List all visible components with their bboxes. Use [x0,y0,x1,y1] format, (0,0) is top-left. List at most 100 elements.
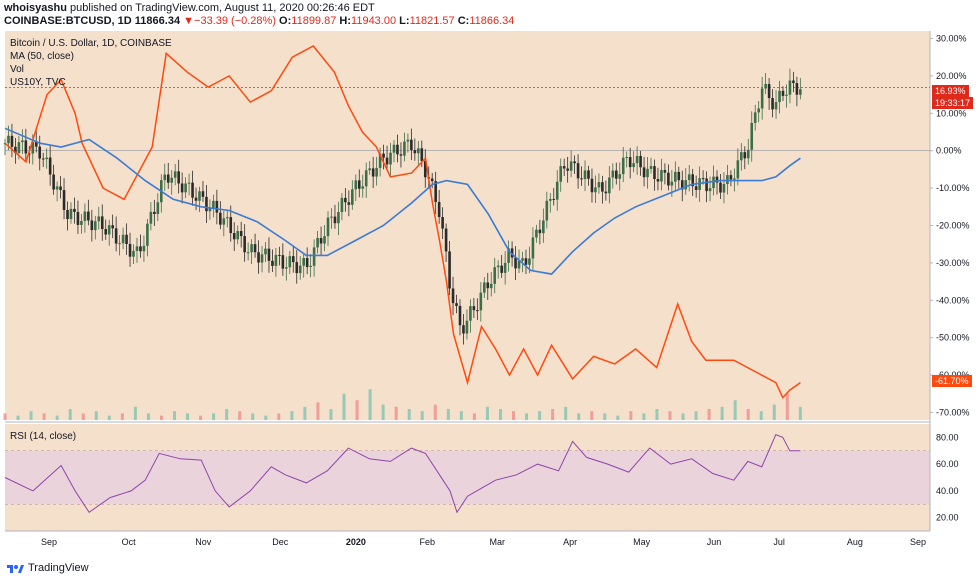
candle-body [590,178,594,193]
candle-body [500,265,503,273]
low-label: L: [399,15,410,27]
candle-body [323,236,326,244]
x-tick-label: Feb [419,537,435,547]
candle-body [486,282,490,289]
volume-bar [616,415,620,420]
volume-bar [603,413,607,420]
legend-vol[interactable]: Vol [10,64,24,75]
candle-body [729,175,733,180]
volume-bar [564,406,568,420]
candle-body [170,177,174,183]
candle-body [771,98,774,110]
volume-bar [577,413,581,420]
candle-body [569,161,573,171]
author[interactable]: whoisyashu [4,2,67,14]
candle-body [715,176,719,183]
candle-body [354,180,358,190]
candle-body [10,135,14,147]
candle-body [795,83,799,95]
x-tick-label: Jun [707,537,722,547]
candle-body [680,180,684,190]
volume-bar [159,415,163,420]
y-tick-label: -50.00% [936,333,970,343]
candle-body [719,182,722,193]
x-tick-label: Aug [847,537,863,547]
candle-body [580,178,583,180]
candle-body [684,180,688,190]
low-value: 11821.57 [409,15,455,27]
candle-body [649,166,653,169]
candle-body [750,122,754,150]
rsi-tick-label: 40.00 [936,486,959,496]
candle-body [566,168,569,171]
legend-us10y[interactable]: US10Y, TVC [10,77,66,88]
candle-body [799,89,802,95]
candle-body [677,171,681,181]
candle-body [107,225,111,235]
candle-body [24,140,28,154]
candle-body [726,175,729,185]
tradingview-logo-icon[interactable] [6,562,24,574]
candle-body [528,258,531,265]
overlay-lines [4,45,801,514]
legend-ma[interactable]: MA (50, close) [10,51,74,62]
candle-body [361,186,365,189]
volume-bar [107,415,111,420]
candle-body [326,217,330,237]
candle-body [344,197,347,203]
volume-bar [199,415,203,420]
candle-body [781,90,785,96]
volume-bar [42,413,46,420]
rsi-tick-label: 80.00 [936,432,959,442]
candle-body [583,170,587,180]
candle-body [90,220,94,231]
candle-body [201,191,205,197]
x-tick-label: 2020 [346,537,366,547]
candle-body [274,254,278,266]
volume-bar [525,413,529,420]
volume-bar [381,404,385,420]
candle-body [225,217,229,219]
candle-body [100,216,104,229]
x-tick-label: Apr [563,537,577,547]
tradingview-brand[interactable]: TradingView [28,562,89,574]
candle-body [17,142,21,154]
candle-body [285,267,288,269]
candle-body [746,149,750,159]
x-tick-label: Mar [490,537,506,547]
candle-body [625,157,629,159]
candle-body [687,174,691,181]
candle-body [472,306,476,311]
candle-body [778,90,781,103]
candle-body [246,252,250,254]
candle-body [441,217,444,229]
volume-bar [342,393,346,420]
x-tick-label: Nov [195,537,212,547]
candle-body [121,234,125,244]
candle-body [111,225,114,229]
high-value: 11943.00 [351,15,397,27]
candle-body [503,262,507,273]
candle-body [764,83,767,89]
volume-bar [368,389,372,420]
volume-bar [238,411,242,420]
candle-body [482,282,486,293]
legend-symbol[interactable]: Bitcoin / U.S. Dollar, 1D, COINBASE [10,38,172,49]
candle-body [760,88,764,109]
candle-body [604,191,608,194]
volume-bar [798,406,802,420]
candle-body [535,229,538,238]
candle-body [674,171,677,182]
legend-rsi[interactable]: RSI (14, close) [10,431,77,442]
btc-price-tag: 16.93% [932,85,969,97]
candle-body [215,200,219,213]
grid [5,31,931,532]
price-series [3,68,802,345]
candle-body [128,243,132,257]
candle-body [184,183,187,193]
volume-bar [459,411,463,420]
volume-bar [655,409,659,420]
symbol-line: COINBASE:BTCUSD, 1D 11866.34 ▼−33.39 (−0… [4,15,514,27]
candle-body [538,229,542,234]
